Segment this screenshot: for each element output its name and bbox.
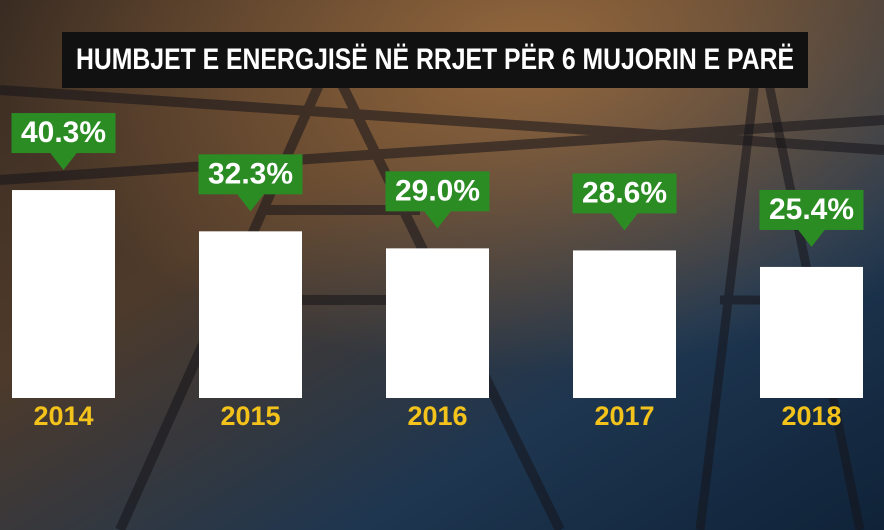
value-label-pointer (49, 152, 78, 171)
value-label: 25.4% (769, 193, 854, 226)
x-tick-label: 2017 (594, 401, 654, 431)
value-label-box (385, 171, 490, 212)
bar (760, 266, 863, 398)
value-label-pointer (797, 228, 826, 247)
title-box (62, 32, 808, 88)
value-label: 29.0% (395, 174, 480, 207)
value-label-pointer (236, 193, 265, 212)
bar (386, 248, 489, 398)
x-tick-label: 2014 (33, 401, 93, 431)
value-label: 40.3% (21, 116, 106, 149)
chart-title: HUMBJET E ENERGJISË NË RRJET PËR 6 MUJOR… (76, 43, 794, 76)
value-label-box (11, 113, 116, 154)
value-label: 32.3% (208, 157, 293, 190)
value-label: 28.6% (582, 176, 667, 209)
x-tick-label: 2015 (220, 401, 280, 431)
value-label-box (572, 173, 677, 214)
value-label-pointer (610, 212, 639, 231)
bar (12, 190, 115, 398)
value-label-box (198, 154, 303, 195)
value-label-pointer (423, 210, 452, 229)
x-tick-label: 2016 (407, 401, 467, 431)
x-tick-label: 2018 (781, 401, 841, 431)
bar (199, 231, 302, 398)
bar (573, 250, 676, 398)
value-label-box (759, 189, 864, 230)
